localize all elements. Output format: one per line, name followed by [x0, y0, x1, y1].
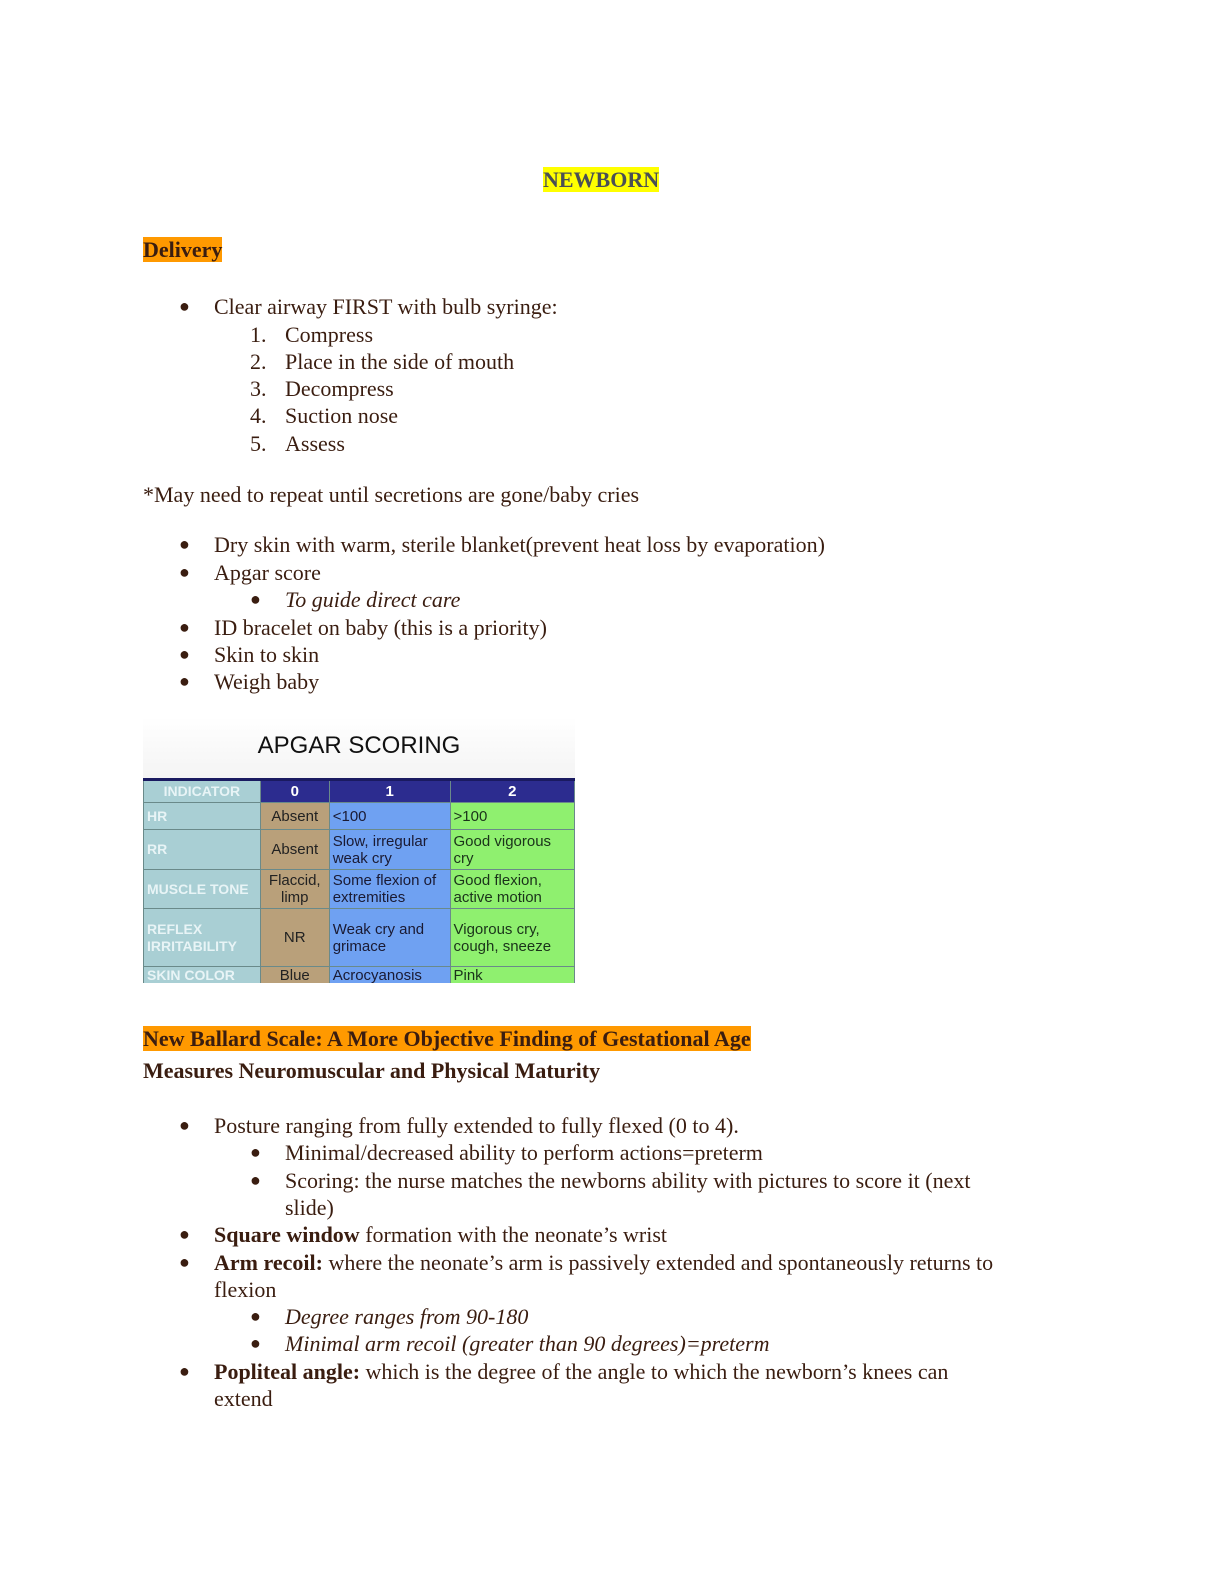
- apgar-title: APGAR SCORING: [143, 717, 575, 778]
- table-cell: SKIN COLOR: [143, 966, 261, 983]
- list-item: Skin to skin: [214, 642, 320, 667]
- list-item: Assess: [285, 431, 345, 456]
- list-item-continued: extend: [214, 1386, 273, 1411]
- list-number: 1.: [250, 322, 267, 347]
- list-item: Dry skin with warm, sterile blanket(prev…: [214, 532, 825, 557]
- bullet-icon: ●: [179, 1224, 190, 1244]
- apgar-scoring-image: APGAR SCORING INDICATOR 0 1 2 HR Absent …: [143, 717, 575, 983]
- list-item: Degree ranges from 90-180: [285, 1304, 529, 1329]
- bullet-icon: ●: [250, 1142, 261, 1162]
- ballard-heading: New Ballard Scale: A More Objective Find…: [143, 1025, 751, 1052]
- term: Square window: [214, 1222, 360, 1247]
- table-cell: Flaccid, limp: [259, 869, 330, 909]
- header-cell: 2: [449, 778, 575, 803]
- bullet-icon: ●: [179, 671, 190, 691]
- list-item: Minimal arm recoil (greater than 90 degr…: [285, 1331, 770, 1356]
- bullet-icon: ●: [179, 1115, 190, 1135]
- list-item: To guide direct care: [285, 587, 461, 612]
- list-item: Popliteal angle: which is the degree of …: [214, 1358, 948, 1385]
- table-cell: Some flexion of extremities: [328, 869, 451, 909]
- list-item: Scoring: the nurse matches the newborns …: [285, 1168, 971, 1193]
- list-number: 3.: [250, 376, 267, 401]
- header-cell: 1: [328, 778, 451, 803]
- table-cell: HR: [143, 802, 261, 830]
- page-title-text: NEWBORN: [543, 167, 660, 192]
- list-number: 4.: [250, 403, 267, 428]
- definition: formation with the neonate’s wrist: [359, 1222, 668, 1247]
- table-cell: MUSCLE TONE: [143, 869, 261, 909]
- table-row: RR Absent Slow, irregular weak cry Good …: [143, 829, 575, 870]
- list-item: Suction nose: [285, 403, 399, 428]
- list-item: Arm recoil: where the neonate’s arm is p…: [214, 1249, 993, 1276]
- table-row: MUSCLE TONE Flaccid, limp Some flexion o…: [143, 869, 575, 909]
- list-item: Weigh baby: [214, 669, 320, 694]
- table-cell: Good vigorous cry: [449, 829, 575, 870]
- list-item: Minimal/decreased ability to perform act…: [285, 1140, 763, 1165]
- list-number: 2.: [250, 349, 267, 374]
- table-cell: Pink: [449, 966, 575, 983]
- header-cell: 0: [259, 778, 330, 803]
- list-item: Decompress: [285, 376, 394, 401]
- table-cell: Blue: [259, 966, 330, 983]
- table-cell: Absent: [259, 829, 330, 870]
- table-cell: Absent: [259, 802, 330, 830]
- definition: which is the degree of the angle to whic…: [360, 1359, 949, 1384]
- table-cell: RR: [143, 829, 261, 870]
- list-item: Compress: [285, 322, 373, 347]
- table-cell: REFLEX IRRITABILITY: [143, 908, 261, 967]
- bullet-icon: ●: [179, 534, 190, 554]
- bullet-icon: ●: [179, 644, 190, 664]
- table-row: REFLEX IRRITABILITY NR Weak cry and grim…: [143, 908, 575, 967]
- bullet-icon: ●: [179, 1361, 190, 1381]
- ballard-heading-text: New Ballard Scale: A More Objective Find…: [143, 1026, 751, 1051]
- bullet-icon: ●: [250, 1306, 261, 1326]
- term: Arm recoil:: [214, 1250, 323, 1275]
- ballard-subheading: Measures Neuromuscular and Physical Matu…: [143, 1058, 601, 1083]
- page-title: NEWBORN: [543, 166, 660, 193]
- bullet-icon: ●: [250, 1333, 261, 1353]
- bullet-icon: ●: [179, 1252, 190, 1272]
- definition: where the neonate’s arm is passively ext…: [322, 1250, 994, 1275]
- bullet-icon: ●: [179, 562, 190, 582]
- table-cell: Good flexion, active motion: [449, 869, 575, 909]
- list-item-continued: slide): [285, 1195, 334, 1220]
- bullet-icon: ●: [179, 296, 190, 316]
- delivery-heading: Delivery: [143, 236, 223, 263]
- list-item: Clear airway FIRST with bulb syringe:: [214, 294, 558, 319]
- term: Popliteal angle:: [214, 1359, 361, 1384]
- apgar-table: INDICATOR 0 1 2 HR Absent <100 >100 RR A…: [143, 778, 575, 983]
- table-header-row: INDICATOR 0 1 2: [143, 778, 575, 803]
- list-item: Posture ranging from fully extended to f…: [214, 1113, 739, 1138]
- table-cell: NR: [259, 908, 330, 967]
- header-cell: INDICATOR: [143, 778, 261, 803]
- table-cell: Acrocyanosis: [328, 966, 451, 983]
- bullet-icon: ●: [250, 1170, 261, 1190]
- list-item: ID bracelet on baby (this is a priority): [214, 615, 547, 640]
- table-row: SKIN COLOR Blue Acrocyanosis Pink: [143, 966, 575, 983]
- list-item: Square window formation with the neonate…: [214, 1221, 667, 1248]
- list-item-continued: flexion: [214, 1277, 277, 1302]
- list-number: 5.: [250, 431, 267, 456]
- delivery-heading-text: Delivery: [143, 237, 223, 262]
- bullet-icon: ●: [250, 589, 261, 609]
- table-cell: >100: [449, 802, 575, 830]
- bullet-icon: ●: [179, 617, 190, 637]
- table-cell: Vigorous cry, cough, sneeze: [449, 908, 575, 967]
- table-cell: Slow, irregular weak cry: [328, 829, 451, 870]
- table-cell: <100: [328, 802, 451, 830]
- list-item: Place in the side of mouth: [285, 349, 515, 374]
- table-cell: Weak cry and grimace: [328, 908, 451, 967]
- table-row: HR Absent <100 >100: [143, 802, 575, 830]
- list-item: Apgar score: [214, 560, 321, 585]
- note: *May need to repeat until secretions are…: [143, 482, 640, 507]
